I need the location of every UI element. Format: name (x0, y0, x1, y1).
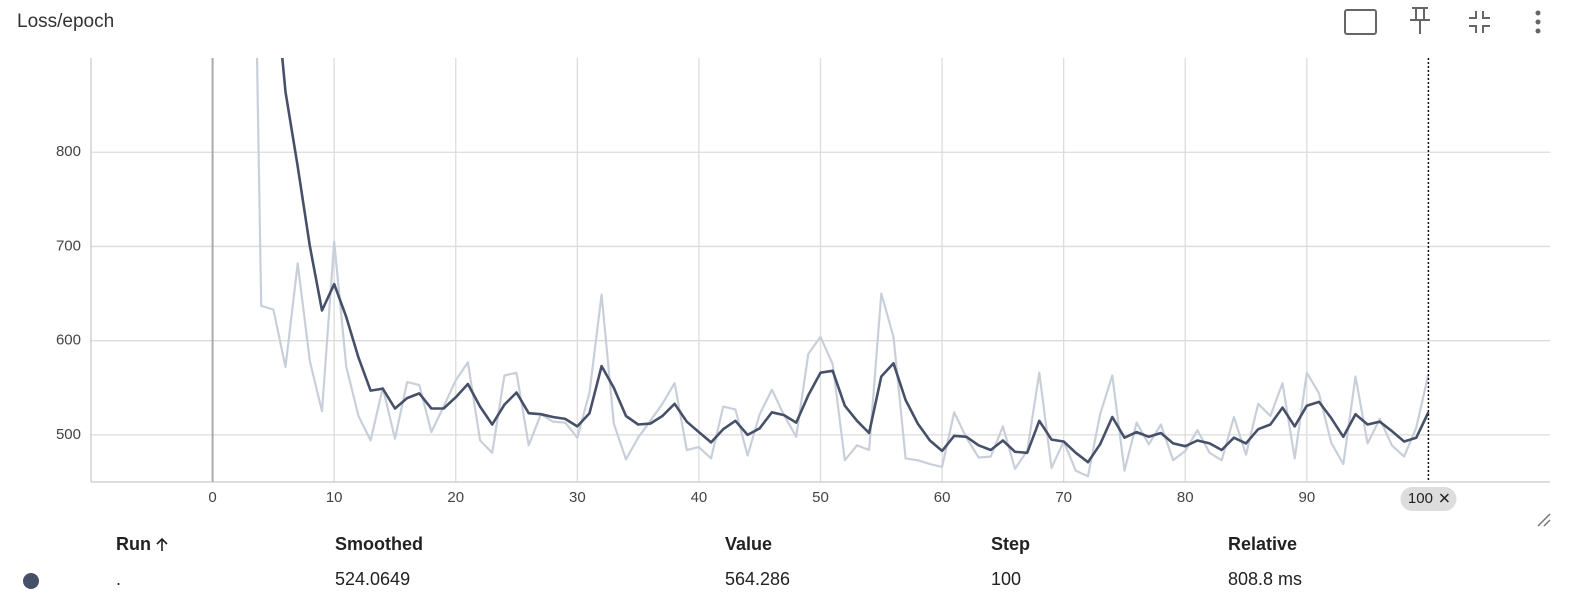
table-cell: 524.0649 (335, 569, 410, 589)
column-header: Relative (1228, 534, 1297, 554)
column-header: Value (725, 534, 772, 554)
collapse-button[interactable] (1469, 11, 1490, 33)
x-tick-label: 70 (1055, 489, 1072, 506)
toolbar (1344, 7, 1541, 35)
series-line (255, 58, 1430, 478)
x-tick-label: 30 (569, 489, 586, 506)
plot (91, 58, 1550, 482)
sort-arrow[interactable] (156, 537, 168, 551)
card-title: Loss/epoch (17, 11, 114, 32)
lines (255, 58, 1430, 478)
cursor-close[interactable] (1439, 493, 1449, 503)
table-cell: 564.286 (725, 569, 790, 589)
cursor-badge (1400, 487, 1457, 511)
table-cell: 808.8 ms (1228, 569, 1302, 589)
run-table: Run Smoothed Value Step Relative. 524.0649 564… (116, 534, 1302, 589)
cursor-label: 100 (1408, 490, 1433, 507)
run-color (23, 573, 39, 589)
series-line (280, 58, 1430, 464)
x-tick-label: 40 (691, 489, 708, 506)
x-tick-label: 90 (1298, 489, 1315, 506)
column-header: Run (116, 534, 151, 554)
x-tick-label: 60 (934, 489, 951, 506)
more-button[interactable] (1535, 10, 1541, 34)
x-tick-label: 80 (1177, 489, 1194, 506)
pin-button[interactable] (1410, 7, 1430, 34)
column-header: Smoothed (335, 534, 423, 554)
y-tick-label: 600 (56, 332, 81, 349)
y-tick-label: 800 (56, 143, 81, 160)
x-tick-label: 50 (812, 489, 829, 506)
table-cell: . (116, 569, 121, 589)
table-cell: 100 (991, 569, 1021, 589)
x-tick-label: 0 (208, 489, 216, 506)
x-tick-label: 10 (326, 489, 343, 506)
column-header: Step (991, 534, 1030, 554)
y-tick-label: 500 (56, 426, 81, 443)
fit-domain-button[interactable] (1344, 9, 1377, 35)
x-tick-label: 20 (447, 489, 464, 506)
resize-handle[interactable] (1537, 513, 1551, 527)
y-tick-label: 700 (56, 237, 81, 254)
